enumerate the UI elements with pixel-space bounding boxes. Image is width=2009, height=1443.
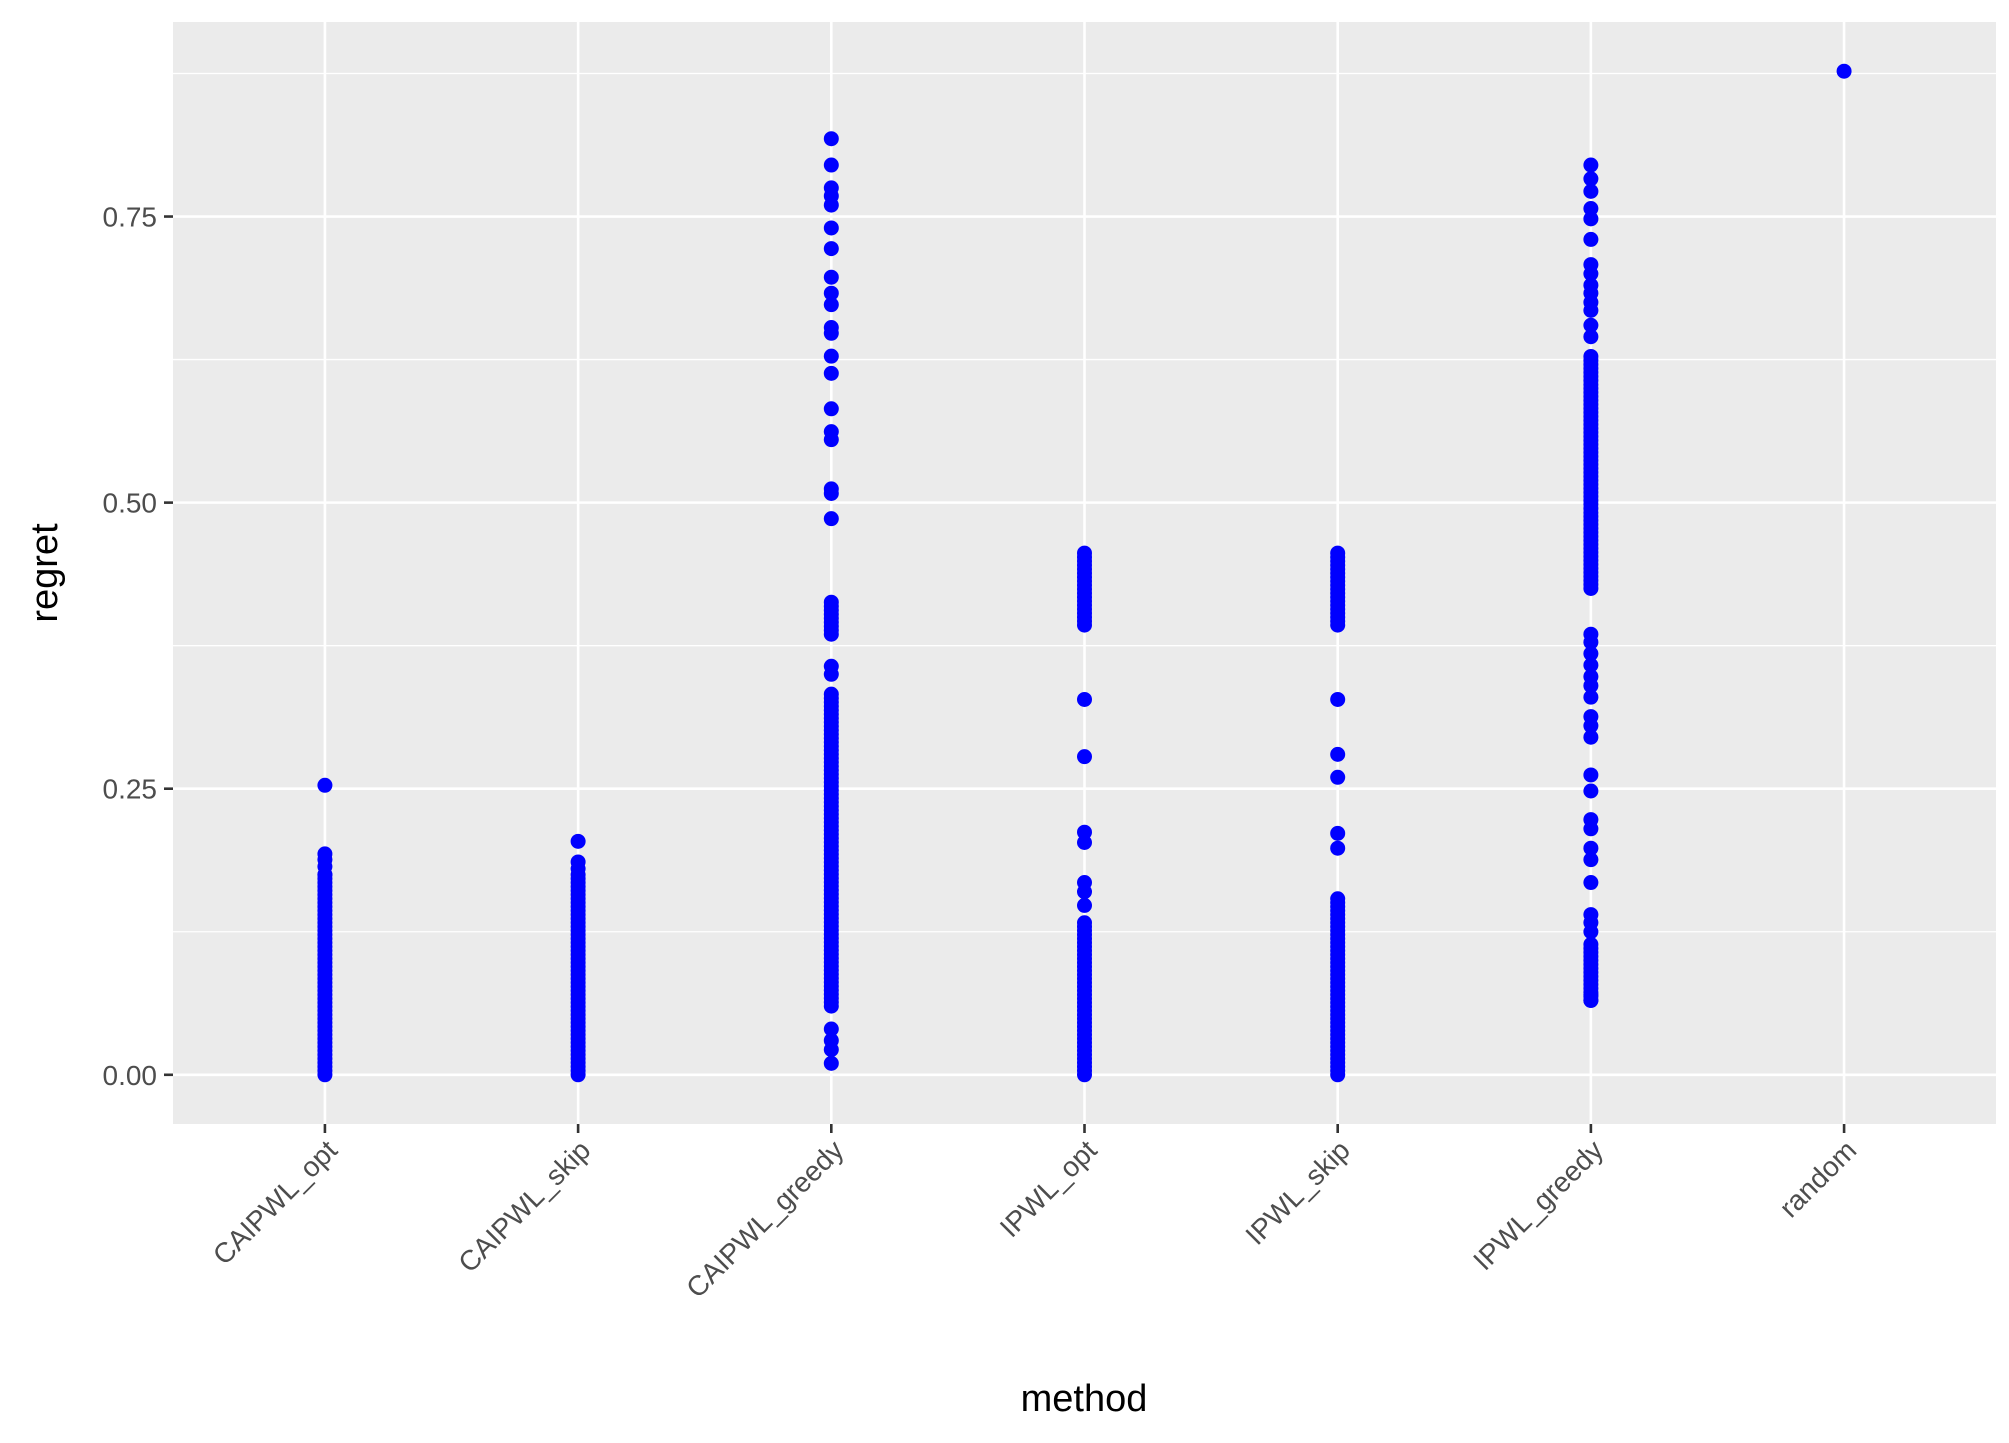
data-point (823, 220, 839, 236)
data-point (1583, 201, 1599, 217)
data-point (570, 861, 586, 877)
data-point (823, 131, 839, 147)
data-point (823, 241, 839, 257)
data-point (570, 833, 586, 849)
data-point (1583, 183, 1599, 199)
data-point (823, 1021, 839, 1037)
data-point (1583, 821, 1599, 837)
data-point (823, 686, 839, 702)
data-point (1330, 746, 1346, 762)
data-point (1583, 266, 1599, 282)
data-point (1583, 171, 1599, 187)
y-tick-label: 0.00 (103, 1060, 158, 1091)
data-point (1077, 897, 1092, 913)
data-point (1583, 992, 1599, 1008)
data-point (1583, 936, 1599, 952)
data-point (1583, 329, 1599, 345)
data-point (823, 594, 839, 610)
y-tick-label: 0.75 (103, 202, 158, 233)
data-point (1583, 783, 1599, 799)
data-point (823, 157, 839, 173)
data-point (1583, 678, 1599, 694)
data-point (1583, 840, 1599, 856)
data-point (1077, 834, 1092, 850)
data-point (823, 1055, 839, 1071)
data-point (1077, 884, 1092, 900)
data-point (1583, 924, 1599, 940)
x-axis-title: method (1021, 1378, 1148, 1420)
data-point (1330, 840, 1346, 856)
data-point (1583, 767, 1599, 783)
data-point (823, 297, 839, 313)
data-point (823, 365, 839, 381)
data-point (823, 511, 839, 527)
data-point (823, 325, 839, 341)
data-point (1330, 891, 1346, 907)
data-point (823, 197, 839, 213)
data-point (1836, 63, 1852, 79)
data-point (1583, 157, 1599, 173)
data-points (317, 63, 1852, 1083)
data-point (1330, 769, 1346, 785)
data-point (1583, 302, 1599, 318)
data-point (823, 485, 839, 501)
y-tick-label: 0.25 (103, 774, 158, 805)
data-point (1077, 691, 1092, 707)
data-point (1583, 634, 1599, 650)
data-point (823, 285, 839, 301)
data-point (823, 348, 839, 364)
data-point (1583, 852, 1599, 868)
y-axis-ticks: 0.00 0.25 0.50 0.75 (103, 202, 173, 1091)
y-axis-title: regret (24, 523, 66, 623)
data-point (1330, 545, 1346, 561)
data-point (317, 867, 333, 883)
data-point (1583, 211, 1599, 227)
data-point (1077, 545, 1092, 561)
data-point (823, 269, 839, 285)
data-point (1583, 689, 1599, 705)
data-point (1583, 348, 1599, 364)
data-point (823, 666, 839, 682)
data-point (823, 1042, 839, 1058)
data-point (1583, 231, 1599, 247)
data-point (317, 777, 333, 793)
data-point (823, 401, 839, 417)
data-point (1583, 729, 1599, 745)
data-point (1583, 657, 1599, 673)
data-point (1330, 825, 1346, 841)
data-point (1330, 691, 1346, 707)
data-point (1583, 317, 1599, 333)
data-point (1583, 875, 1599, 891)
data-point (1583, 646, 1599, 662)
y-tick-label: 0.50 (103, 488, 158, 519)
data-point (1077, 749, 1092, 765)
data-point (1077, 915, 1092, 931)
data-point (823, 432, 839, 448)
data-point (1077, 824, 1092, 840)
data-point (1583, 718, 1599, 734)
